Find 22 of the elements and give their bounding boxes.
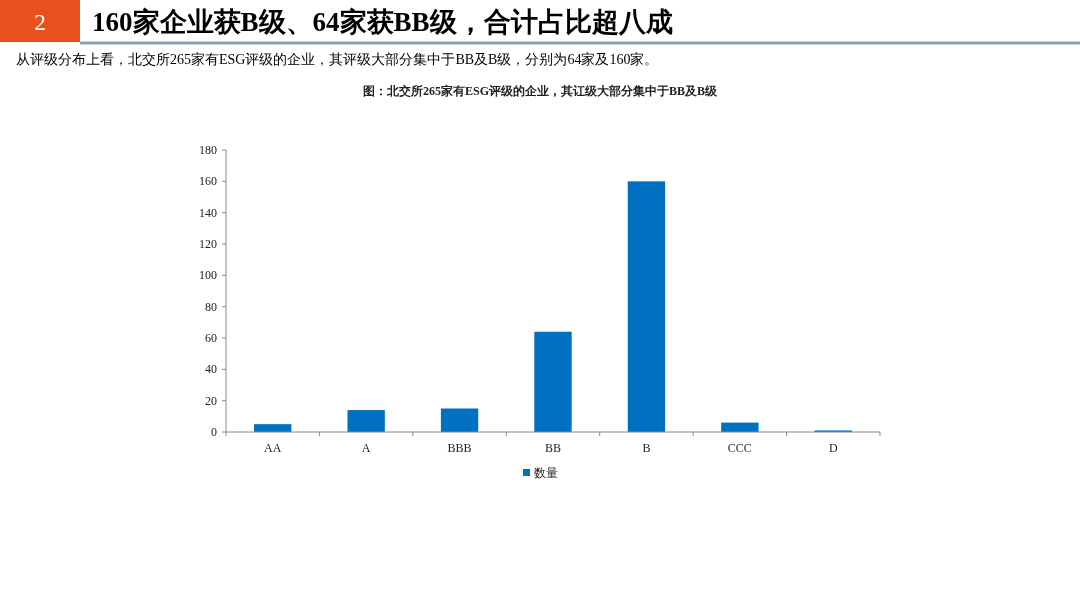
y-tick-label: 160 xyxy=(199,174,217,189)
x-tick-label: BBB xyxy=(447,441,472,455)
y-tick-label: 0 xyxy=(211,425,217,439)
x-tick-label: CCC xyxy=(727,441,752,455)
y-tick-label: 120 xyxy=(199,237,217,251)
y-tick-label: 40 xyxy=(205,362,217,377)
chart-title: 160家企业获B级、64家获BB级，合计占比超八成 xyxy=(92,7,673,37)
y-tick-label: 60 xyxy=(205,331,217,345)
y-tick-label: 140 xyxy=(199,205,217,220)
chart-subtitle: 图：北交所265家有ESG评级的企业，其讧级大部分集中于BB及B级 xyxy=(362,84,719,98)
x-tick-label: D xyxy=(828,441,838,455)
text: 2 xyxy=(34,9,46,35)
x-tick-label: B xyxy=(642,441,651,455)
x-tick-label: AA xyxy=(264,441,282,455)
x-tick-label: BB xyxy=(544,441,562,455)
y-tick-label: 80 xyxy=(205,299,217,314)
y-tick-label: 100 xyxy=(199,268,217,283)
y-tick-label: 180 xyxy=(199,143,217,157)
text: 从评级分布上看，北交所265家有ESG评级的企业，其评级大部分集中于BB及B级，分别为64家及160家。 xyxy=(16,52,659,67)
x-tick-label: A xyxy=(361,441,371,455)
y-tick-label: 20 xyxy=(205,393,217,408)
legend-label: 数量 xyxy=(534,466,558,480)
